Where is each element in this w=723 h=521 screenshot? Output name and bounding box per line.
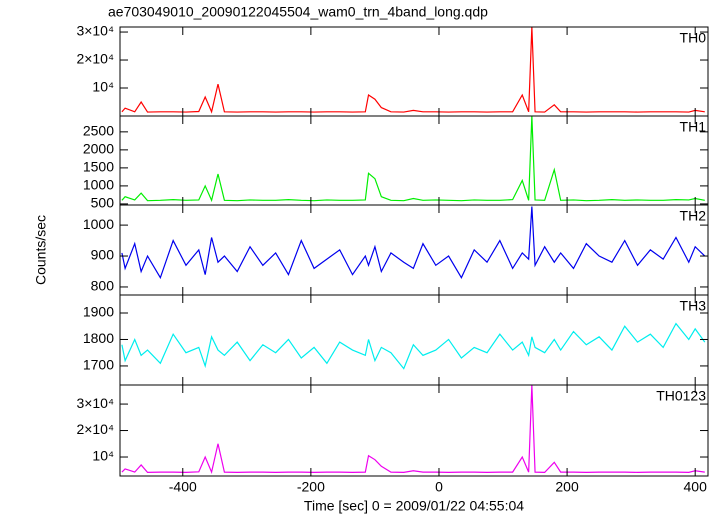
y-tick-label: 1000 (83, 216, 114, 232)
panel-label: TH3 (680, 298, 707, 314)
y-tick-label: 2500 (83, 123, 114, 139)
data-line (121, 322, 706, 370)
x-axis-label: Time [sec] 0 = 2009/01/22 04:55:04 (304, 498, 524, 514)
y-tick-label: 1900 (83, 304, 114, 320)
y-tick-label: 3×10⁴ (76, 23, 114, 39)
y-tick-label: 800 (91, 278, 115, 294)
panel-label: TH0 (680, 30, 707, 46)
x-tick-label: 400 (684, 479, 708, 495)
panel-label: TH2 (680, 208, 707, 224)
y-tick-label: 1700 (83, 357, 114, 373)
data-line (121, 385, 705, 475)
chart-title: ae703049010_20090122045504_wam0_trn_4ban… (108, 4, 488, 20)
data-line (121, 27, 705, 114)
y-tick-label: 10⁴ (92, 448, 114, 464)
panel-label: TH0123 (656, 388, 706, 404)
x-tick-label: 200 (555, 479, 579, 495)
y-tick-label: 1800 (83, 330, 114, 346)
x-tick-label: -200 (297, 479, 325, 495)
x-tick-label: -400 (169, 479, 197, 495)
y-tick-label: 2000 (83, 141, 114, 157)
data-line (121, 116, 705, 203)
x-tick-label: 0 (435, 479, 443, 495)
y-tick-label: 1000 (83, 177, 114, 193)
data-line (121, 206, 706, 280)
y-tick-label: 1500 (83, 159, 114, 175)
y-tick-label: 500 (91, 195, 115, 211)
panel-label: TH1 (680, 119, 707, 135)
y-tick-label: 3×10⁴ (76, 395, 114, 411)
y-tick-label: 2×10⁴ (76, 51, 114, 67)
y-tick-label: 900 (91, 247, 115, 263)
y-axis-label: Counts/sec (33, 215, 49, 285)
y-tick-label: 10⁴ (92, 79, 114, 95)
y-tick-label: 2×10⁴ (76, 421, 114, 437)
